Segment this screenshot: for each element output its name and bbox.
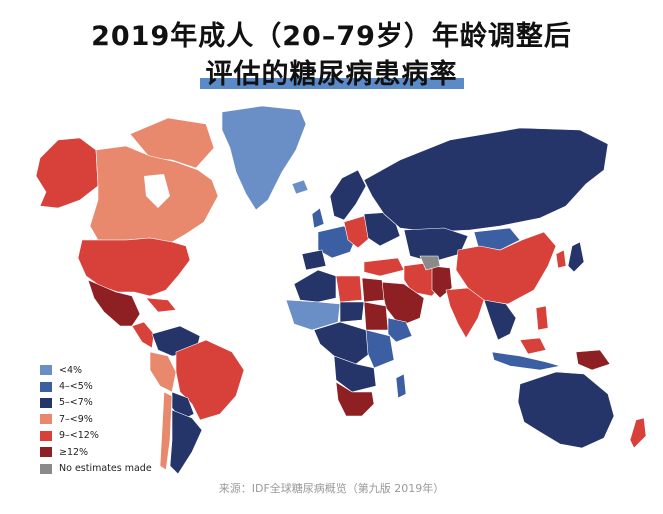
- legend-item: 7–<9%: [40, 411, 152, 427]
- legend-swatch: [40, 381, 52, 392]
- legend-label: 5–<7%: [59, 397, 93, 409]
- region-madagascar: [395, 373, 407, 399]
- region-north-africa-central: [335, 275, 363, 303]
- region-korea: [555, 249, 567, 269]
- region-southern-africa-north: [333, 355, 377, 393]
- water-hudson-bay: [144, 174, 170, 208]
- legend-item: No estimates made: [40, 460, 152, 476]
- region-russia: [363, 127, 609, 233]
- legend-label: <4%: [59, 364, 83, 376]
- source-caption: 来源：IDF全球糖尿病概览（第九版 2019年）: [218, 482, 445, 495]
- region-egypt: [361, 277, 385, 303]
- legend-item: 9–<12%: [40, 428, 152, 444]
- legend-item: 4–<5%: [40, 378, 152, 394]
- legend-item: 5–<7%: [40, 395, 152, 411]
- region-brazil: [175, 339, 245, 421]
- region-indonesia: [491, 351, 561, 371]
- region-afghanistan: [419, 255, 441, 271]
- map-legend: <4% 4–<5% 5–<7% 7–<9% 9–<12% ≥12% No est…: [40, 362, 152, 477]
- region-caribbean: [145, 297, 177, 313]
- region-india: [445, 287, 485, 339]
- region-west-africa: [285, 299, 341, 331]
- region-iberia: [301, 249, 327, 271]
- legend-swatch: [40, 430, 52, 441]
- region-central-europe: [343, 215, 373, 249]
- region-north-africa-west: [293, 269, 337, 303]
- region-chile: [159, 391, 173, 471]
- region-east-africa: [365, 329, 395, 369]
- region-usa: [77, 237, 191, 297]
- region-sudan: [363, 301, 389, 331]
- region-turkey: [363, 257, 405, 277]
- region-iceland: [291, 179, 309, 195]
- legend-swatch: [40, 397, 52, 408]
- legend-swatch: [40, 365, 52, 376]
- region-argentina: [169, 409, 203, 475]
- region-alaska: [35, 137, 99, 209]
- region-central-africa: [313, 321, 373, 365]
- legend-label: 4–<5%: [59, 381, 93, 393]
- region-uk: [311, 207, 325, 229]
- legend-item: <4%: [40, 362, 152, 378]
- map-title-line2: 评估的糖尿病患病率: [199, 52, 464, 91]
- region-japan: [567, 241, 585, 273]
- map-title-line1: 2019年成人（20–79岁）年龄调整后: [91, 21, 572, 52]
- legend-swatch: [40, 414, 52, 425]
- legend-label: ≥12%: [59, 446, 89, 458]
- region-central-america: [131, 321, 155, 349]
- legend-item: ≥12%: [40, 444, 152, 460]
- legend-label: 7–<9%: [59, 413, 93, 425]
- region-sahel: [339, 301, 365, 323]
- region-new-zealand: [629, 417, 647, 449]
- region-greenland: [221, 105, 307, 211]
- region-horn-africa: [387, 317, 413, 343]
- legend-label: No estimates made: [59, 463, 152, 475]
- region-australia: [517, 371, 615, 449]
- region-southern-africa-south: [335, 381, 375, 417]
- region-philippines: [535, 305, 549, 331]
- region-png: [575, 349, 611, 371]
- legend-swatch: [40, 447, 52, 458]
- region-mongolia: [473, 227, 521, 251]
- region-peru: [149, 351, 177, 393]
- region-scandinavia: [329, 169, 367, 221]
- legend-label: 9–<12%: [59, 430, 99, 442]
- region-se-asia: [483, 299, 517, 341]
- region-malaysia: [519, 337, 547, 355]
- legend-swatch: [40, 463, 52, 474]
